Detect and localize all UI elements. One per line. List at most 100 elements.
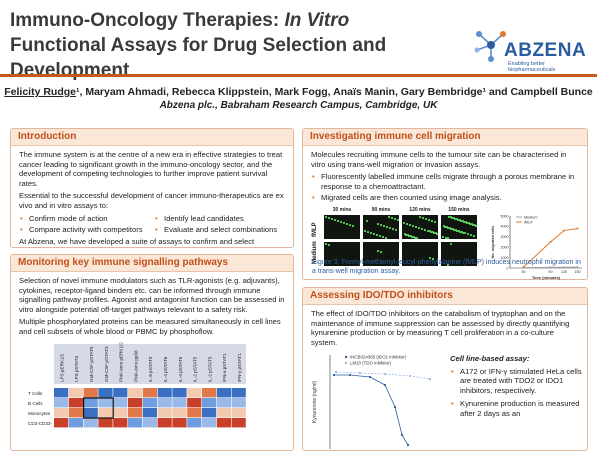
heatmap-cell bbox=[142, 418, 157, 428]
migration-chart: 0 1000 2000 3000 4000 5000 30 90 120 150 Time (min… bbox=[491, 214, 582, 280]
heatmap-header-band bbox=[54, 344, 246, 384]
kynurenine-chart: Kynurenine (ng/ml) INCB024360 (IDO1 inhib… bbox=[312, 355, 432, 449]
data-point bbox=[358, 371, 362, 375]
migration-micrographs: 30 mins 90 mins 120 mins 150 mins fMLP Medium bbox=[310, 207, 484, 275]
heatmap-cell bbox=[157, 418, 172, 428]
heatmap-cell bbox=[128, 418, 143, 428]
heatmap-col-label: GM-CSF pSTAT3 bbox=[104, 346, 109, 382]
figure-3-caption-wrap: Figure 3: Formyl-methionyl-leucyl-phenyl… bbox=[312, 258, 586, 276]
intro-paragraph-2: Essential to the successful development … bbox=[19, 191, 284, 210]
heatmap-cell bbox=[142, 408, 157, 418]
migration-paragraph: Molecules recruiting immune cells to the… bbox=[311, 150, 567, 169]
legend-label: fMLP bbox=[524, 220, 533, 224]
ido-legend-label: LM10 (TDO inhibitor) bbox=[350, 361, 392, 366]
heatmap-cell bbox=[187, 398, 202, 408]
heatmap-cell bbox=[113, 388, 128, 398]
data-point bbox=[408, 374, 412, 378]
heatmap-col-label: PMA-iono pp38 bbox=[133, 350, 138, 382]
list-item: Evaluate and select combinations bbox=[154, 225, 285, 235]
affiliation: Abzena plc., Babraham Research Campus, C… bbox=[159, 100, 438, 111]
heatmap-cell bbox=[157, 398, 172, 408]
x-axis-label: Time (minutes) bbox=[532, 275, 561, 280]
header-divider bbox=[0, 74, 597, 77]
heatmap-cell bbox=[187, 408, 202, 418]
intro-paragraph-1: The immune system is at the centre of a … bbox=[19, 150, 283, 188]
data-point bbox=[332, 373, 336, 377]
heatmap-cell bbox=[113, 408, 128, 418]
heatmap-cell bbox=[83, 398, 98, 408]
heatmap-cell bbox=[216, 388, 231, 398]
heatmap-col-label: IL-2 pSTAT5 bbox=[193, 356, 198, 382]
heatmap-cell bbox=[202, 388, 217, 398]
micrograph-time-label: 120 mins bbox=[409, 207, 431, 213]
intro-bullets-right: Identify lead candidates Evaluate and se… bbox=[154, 214, 285, 237]
micrograph-time-label: 30 mins bbox=[332, 207, 352, 213]
signalling-paragraph-2: Multiple phosphorylated proteins can be … bbox=[19, 317, 281, 336]
heatmap-col-label: IL-4 pSTAT5 bbox=[178, 356, 183, 382]
heatmap-col-label: GM-CSF pSTAT5 bbox=[89, 346, 94, 382]
migration-heading: Investigating immune cell migration bbox=[303, 129, 587, 146]
heatmap-cell bbox=[202, 418, 217, 428]
legend-label: Medium bbox=[524, 215, 538, 219]
y-tick-label: 0 bbox=[507, 266, 509, 270]
data-point bbox=[368, 375, 372, 379]
introduction-panel: Introduction The immune system is at the… bbox=[10, 128, 294, 248]
heatmap-row-label: CD3-CD33- bbox=[28, 421, 52, 426]
heatmap-row-label: B Cells bbox=[28, 401, 43, 406]
list-item: Confirm mode of action bbox=[19, 214, 150, 224]
figure-3-caption: Figure 3: Formyl-methionyl-leucyl-phenyl… bbox=[312, 259, 581, 275]
data-point bbox=[383, 372, 387, 376]
x-tick-label: 30 bbox=[521, 270, 525, 274]
micrograph-image bbox=[363, 242, 399, 266]
heatmap-cell bbox=[83, 418, 98, 428]
introduction-heading: Introduction bbox=[11, 129, 293, 146]
micrograph-time-label: 90 mins bbox=[371, 207, 391, 213]
author-list: Felicity Rudge¹, Maryam Ahmadi, Rebecca … bbox=[4, 86, 593, 98]
micrograph-image bbox=[324, 215, 360, 239]
y-tick-label: 5000 bbox=[501, 214, 509, 218]
data-point bbox=[383, 383, 387, 387]
x-tick-label: 150 bbox=[574, 270, 580, 274]
micrograph-image bbox=[402, 242, 438, 266]
signalling-paragraph-1: Selection of novel immune modulators suc… bbox=[19, 276, 285, 314]
heatmap-cell bbox=[98, 398, 113, 408]
phosphoflow-heatmap: LPS pERK1/2 LPS pSTAT3 GM-CSF pSTAT5 GM-CSF… bbox=[28, 342, 246, 428]
molecule-icon bbox=[474, 31, 506, 62]
y-tick-label: 2000 bbox=[501, 246, 509, 250]
micrograph-image bbox=[441, 215, 477, 239]
legend-marker bbox=[344, 361, 348, 365]
heatmap-cell bbox=[54, 418, 69, 428]
micrograph-image bbox=[363, 215, 399, 239]
list-item: A172 or IFN-γ stimulated HeLa cells are … bbox=[450, 367, 586, 396]
heatmap-cell bbox=[54, 408, 69, 418]
heatmap-cell bbox=[128, 388, 143, 398]
heatmap-cell bbox=[142, 388, 157, 398]
data-point bbox=[576, 266, 579, 269]
heatmap-cell bbox=[202, 398, 217, 408]
ido-paragraph: The effect of IDO/TDO inhibitors on the … bbox=[311, 309, 570, 347]
heatmap-cell bbox=[172, 408, 187, 418]
heatmap-col-label: LPS pERK1/2 bbox=[59, 353, 64, 382]
data-point bbox=[334, 370, 338, 374]
ido-legend-label: INCB024360 (IDO1 inhibitor) bbox=[350, 355, 407, 360]
heatmap-col-label: LPS pSTAT3 bbox=[74, 355, 79, 382]
heatmap-col-label: IL-2 pSTAT3 bbox=[207, 356, 212, 382]
heatmap-cell bbox=[231, 388, 246, 398]
logo-tagline: Enabling better biopharmaceuticals bbox=[508, 61, 556, 73]
heatmap-cell bbox=[98, 418, 113, 428]
signalling-heading: Monitoring key immune signalling pathway… bbox=[11, 255, 293, 272]
heatmap-cell bbox=[231, 408, 246, 418]
cell-assay-heading: Cell line-based assay: bbox=[450, 354, 530, 363]
data-point bbox=[400, 433, 404, 437]
heatmap-cell bbox=[172, 418, 187, 428]
heatmap-cell bbox=[128, 408, 143, 418]
heatmap-cell bbox=[216, 418, 231, 428]
data-point bbox=[549, 266, 552, 269]
cell-assay-section: Cell line-based assay: A172 or IFN-γ sti… bbox=[450, 354, 586, 423]
micrograph-time-label: 150 mins bbox=[448, 207, 470, 213]
heatmap-cell bbox=[68, 388, 83, 398]
heatmap-cell bbox=[54, 388, 69, 398]
data-point bbox=[576, 227, 579, 230]
heatmap-cell bbox=[98, 388, 113, 398]
heatmap-col-label: IL-4 pSTAT6 bbox=[163, 356, 168, 382]
